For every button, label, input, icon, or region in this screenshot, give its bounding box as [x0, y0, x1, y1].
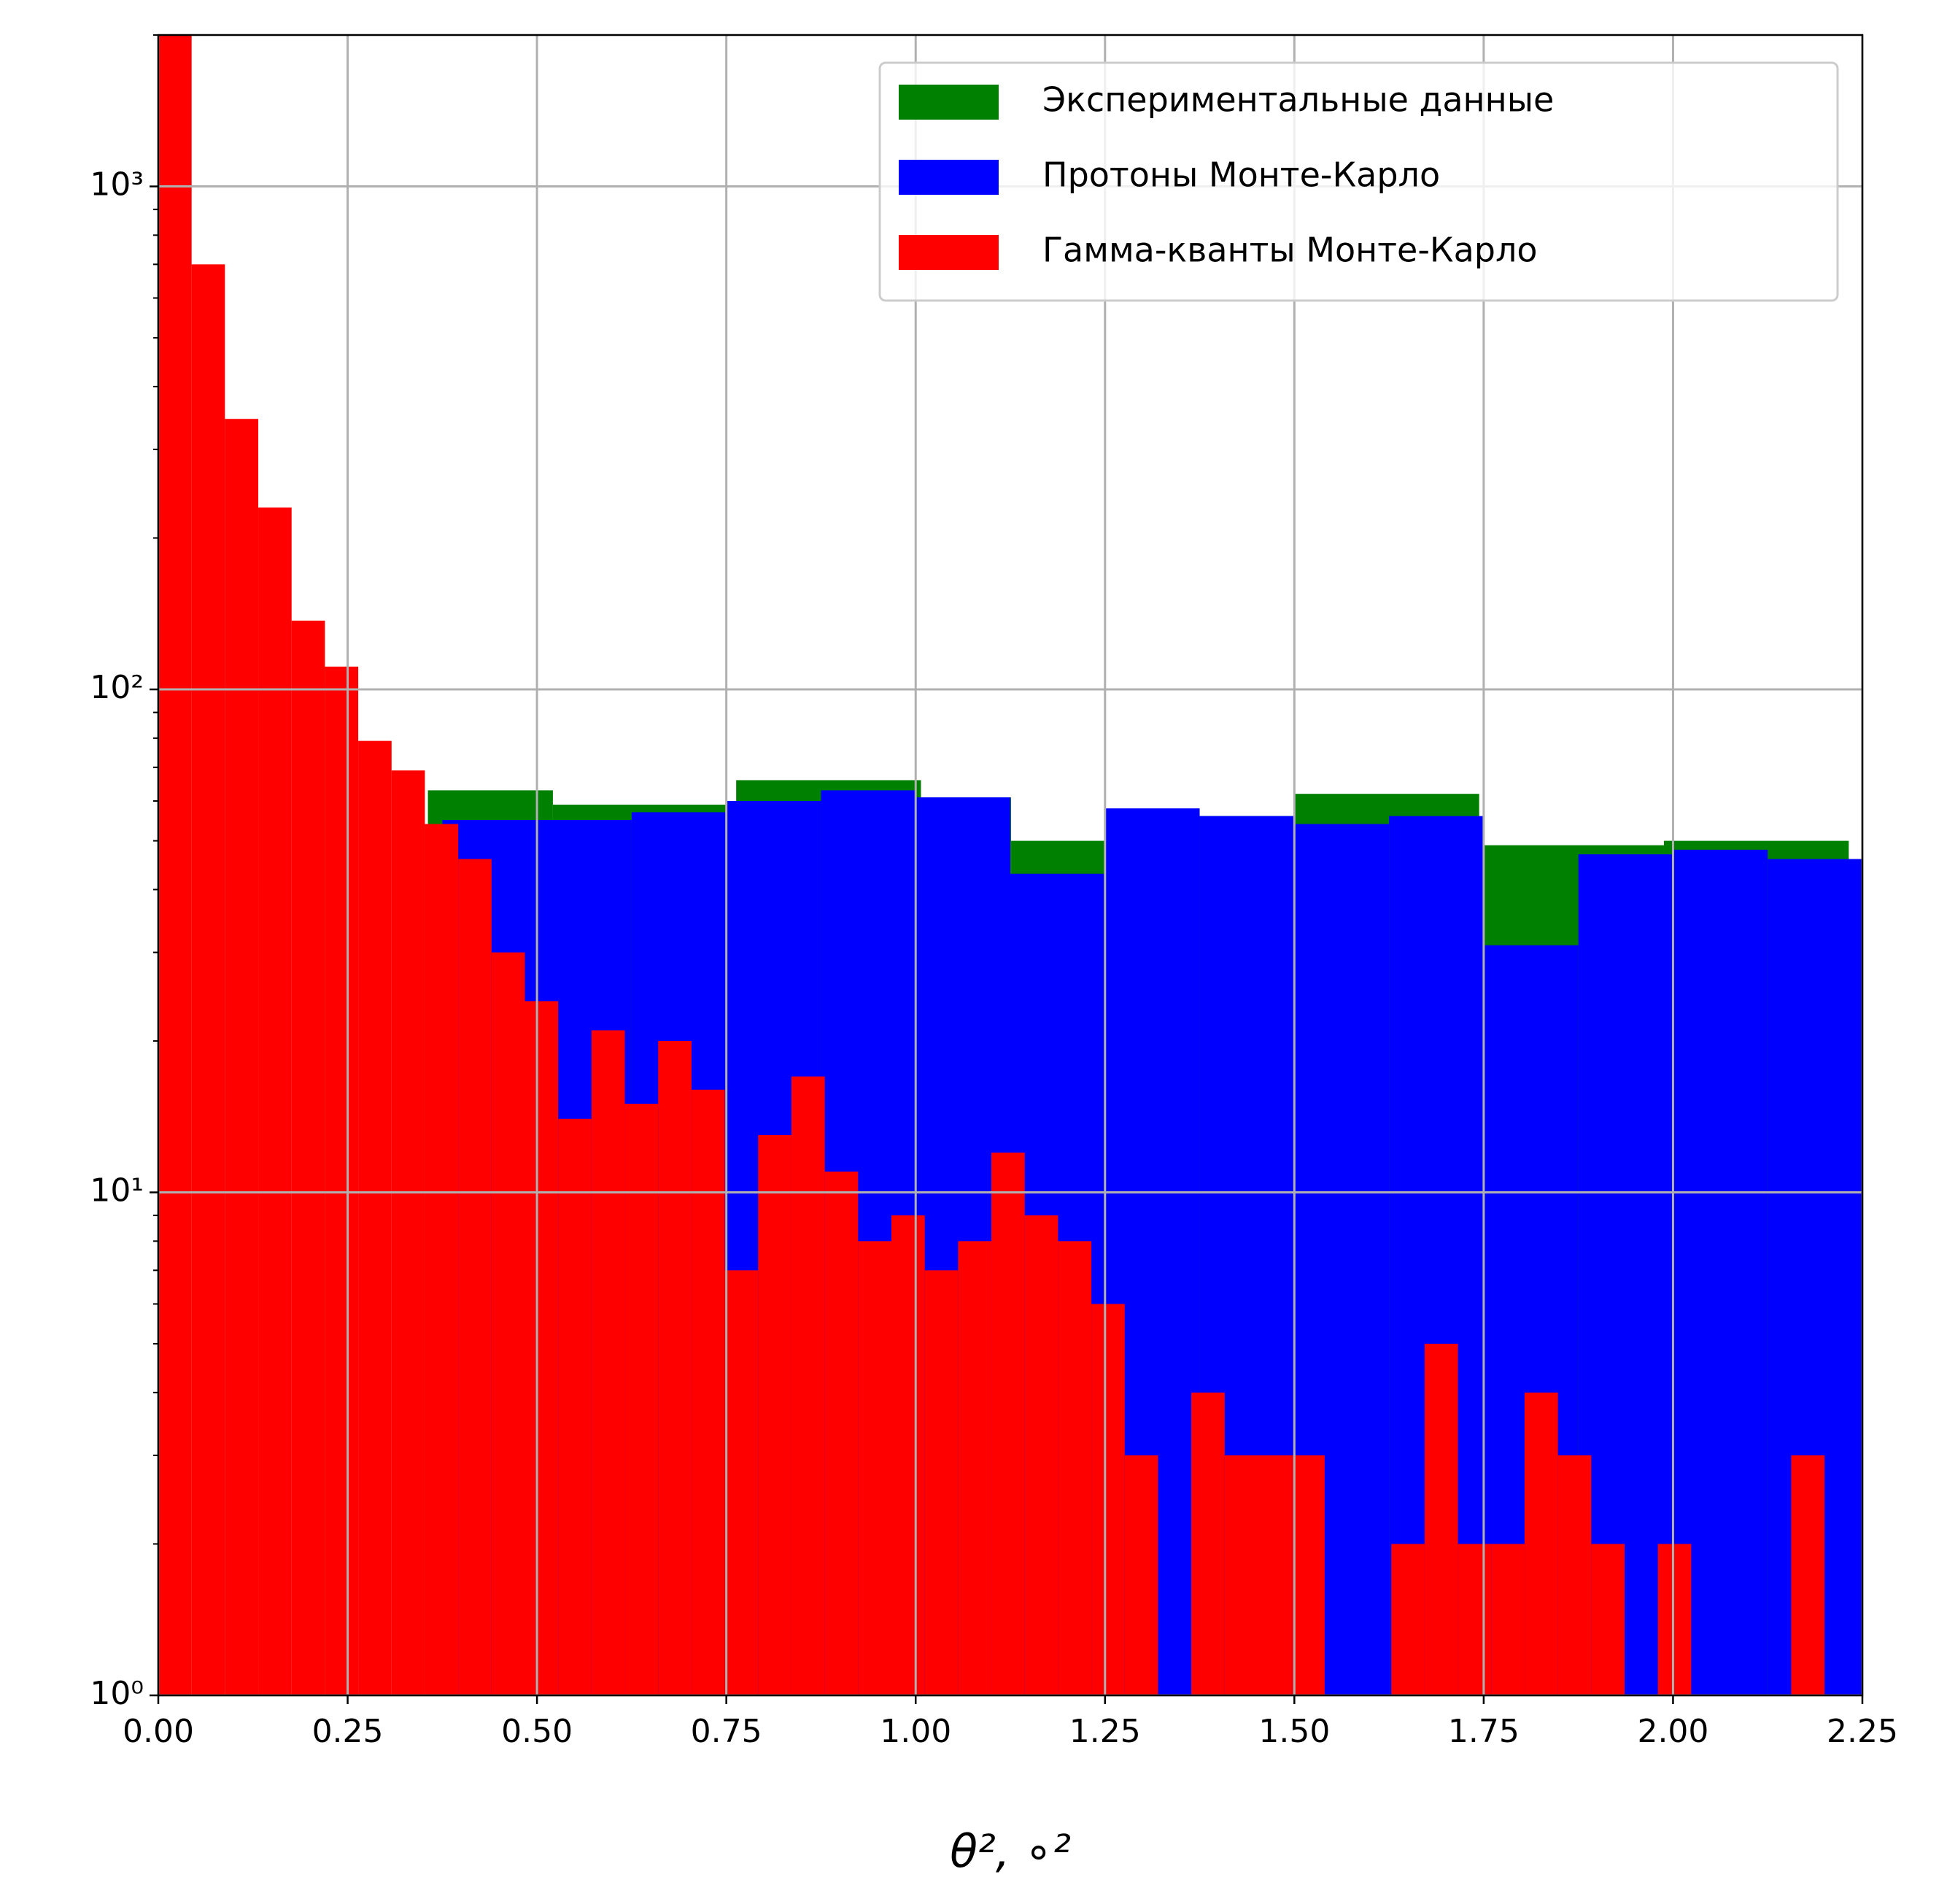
bar [425, 824, 459, 1695]
bar [1458, 1544, 1492, 1695]
bar [1191, 1392, 1225, 1695]
bar [1557, 1455, 1592, 1695]
bar [525, 1001, 559, 1695]
legend-label: Экспериментальные данные [1042, 80, 1554, 120]
y-tick-label: 10⁰ [90, 1675, 144, 1712]
bar [858, 1241, 891, 1695]
bar [258, 507, 292, 1695]
bar [158, 35, 192, 1695]
bar [691, 1089, 725, 1695]
bar [1491, 1544, 1525, 1695]
bar [991, 1152, 1025, 1695]
legend-swatch [899, 235, 999, 270]
legend-label: Протоны Монте-Карло [1042, 155, 1440, 195]
bar [791, 1076, 825, 1695]
bars [158, 35, 1862, 1695]
bar [1024, 1215, 1058, 1695]
legend-swatch [899, 85, 999, 120]
x-tick-label: 1.25 [1069, 1713, 1141, 1750]
bar [225, 419, 259, 1695]
legend-box [878, 61, 1839, 302]
bar [491, 952, 525, 1695]
bar [1524, 1392, 1558, 1695]
axes: 0.00 0.25 0.50 0.75 1.00 1.25 1.50 1.75 2.00 2.25… [90, 34, 1898, 1750]
bar [1224, 1455, 1258, 1695]
bar [291, 620, 325, 1695]
y-tick-label: 10¹ [90, 1172, 144, 1210]
bar [958, 1241, 992, 1695]
bar [1791, 1455, 1825, 1695]
bar [1591, 1544, 1625, 1695]
bar [358, 740, 392, 1695]
bar [458, 859, 492, 1695]
bar [1291, 1455, 1325, 1695]
bar [891, 1215, 925, 1695]
bar [758, 1134, 791, 1695]
y-tick-label: 10³ [90, 166, 144, 204]
bar [724, 1270, 759, 1695]
x-tick-label: 0.25 [312, 1713, 384, 1750]
x-tick-label: 2.00 [1637, 1713, 1708, 1750]
bar [1124, 1455, 1158, 1695]
bar [1258, 1455, 1292, 1695]
x-tick-label: 1.00 [880, 1713, 951, 1750]
bar [391, 770, 425, 1695]
x-tick-label: 0.00 [123, 1713, 194, 1750]
x-tick-label: 2.25 [1827, 1713, 1898, 1750]
x-tick-label: 1.50 [1258, 1713, 1330, 1750]
y-tick-label: 10² [90, 669, 144, 706]
bar [624, 1104, 659, 1695]
bar [1657, 1544, 1692, 1695]
bar [658, 1040, 692, 1695]
bar [558, 1118, 592, 1695]
bar [824, 1171, 859, 1695]
legend-label: Гамма-кванты Монте-Карло [1042, 231, 1538, 270]
x-tick-label: 1.75 [1448, 1713, 1520, 1750]
bar [924, 1270, 959, 1695]
bar [1091, 1304, 1125, 1695]
bar [325, 666, 359, 1695]
x-tick-label: 0.50 [501, 1713, 573, 1750]
bar [591, 1030, 625, 1695]
x-tick-label: 0.75 [691, 1713, 762, 1750]
bar [191, 264, 225, 1695]
bar [1058, 1241, 1092, 1695]
x-axis-label: θ², ∘² [950, 1824, 1071, 1878]
legend: Экспериментальные данные Протоны Монте-Ка… [878, 61, 1839, 302]
bar [1391, 1544, 1425, 1695]
legend-swatch [899, 160, 999, 195]
plot-frame [157, 34, 1864, 1697]
bar [1424, 1344, 1458, 1695]
